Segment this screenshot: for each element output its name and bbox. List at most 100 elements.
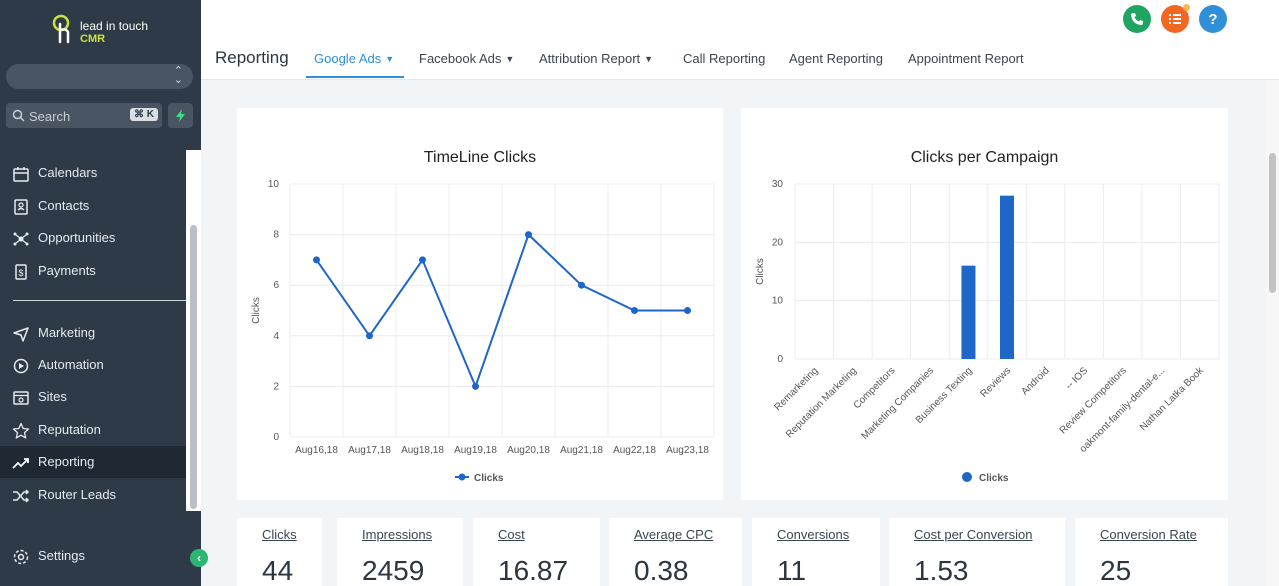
stat-value: 25 <box>1100 555 1132 586</box>
svg-text:$: $ <box>18 268 23 278</box>
trend-icon <box>12 458 29 469</box>
help-button[interactable]: ? <box>1199 5 1227 33</box>
sidebar-item-calendars[interactable]: Calendars <box>0 157 186 189</box>
gear-icon <box>13 549 29 565</box>
y-axis-label: Clicks <box>755 258 766 285</box>
data-point <box>419 256 426 264</box>
x-tick-label: Aug17,18 <box>348 445 391 456</box>
stat-label[interactable]: Cost <box>498 527 525 542</box>
sidebar-item-contacts[interactable]: Contacts <box>0 190 186 222</box>
stat-value: 44 <box>262 555 294 586</box>
search-input[interactable]: Search ⌘ K <box>6 103 162 128</box>
tab-label: Call Reporting <box>683 51 766 66</box>
sidebar-scrollbar[interactable] <box>190 225 197 509</box>
stat-label[interactable]: Conversion Rate <box>1100 527 1197 542</box>
stat-value: 16.87 <box>498 555 569 586</box>
phone-icon <box>1131 13 1143 25</box>
sidebar-item-reporting[interactable]: Reporting <box>0 446 186 478</box>
stat-label[interactable]: Cost per Conversion <box>914 527 1033 542</box>
search-placeholder: Search <box>29 109 71 124</box>
data-point <box>631 307 638 314</box>
y-tick-label: 20 <box>772 237 784 248</box>
y-tick-label: 0 <box>273 432 279 443</box>
sidebar-divider <box>13 300 186 301</box>
phone-button[interactable] <box>1123 5 1151 33</box>
stat-conversion-rate: Conversion Rate 25 <box>1075 518 1228 586</box>
data-point <box>684 307 691 314</box>
y-axis-label: Clicks <box>251 297 262 324</box>
stat-label[interactable]: Impressions <box>362 527 433 542</box>
sidebar-item-label: Calendars <box>38 165 98 180</box>
calendar-icon <box>13 167 29 182</box>
sidebar-item-label: Settings <box>38 548 85 563</box>
shuffle-icon <box>13 489 30 503</box>
tab-appointment-report[interactable]: Appointment Report <box>908 51 1024 66</box>
top-bar: ? Reporting Google Ads ▼ Facebook Ads ▼ At… <box>201 0 1279 80</box>
x-tick-label: Aug23,18 <box>666 445 709 456</box>
timeline-clicks-card: TimeLine Clicks 0 2 4 6 8 10 Aug16,18 Aug17,18 A… <box>237 108 723 500</box>
sidebar-item-reputation[interactable]: Reputation <box>0 414 186 446</box>
sidebar-item-router-leads[interactable]: Router Leads <box>0 479 186 511</box>
app-logo[interactable]: lead in touch CMR <box>52 12 162 48</box>
x-tick-label: Nathan Latka Book <box>1138 365 1207 434</box>
sidebar-item-label: Sites <box>38 389 67 404</box>
sidebar-item-settings[interactable]: Settings <box>0 540 186 572</box>
stat-value: 11 <box>777 555 807 586</box>
chart-title: TimeLine Clicks <box>423 149 537 166</box>
chevron-down-icon: ▼ <box>505 54 515 64</box>
sidebar-item-label: Contacts <box>38 198 90 213</box>
tab-call-reporting[interactable]: Call Reporting <box>683 51 765 66</box>
quick-actions-button[interactable] <box>168 103 193 128</box>
stat-conversions: Conversions 11 <box>752 518 880 586</box>
logo-subtext: CMR <box>80 33 106 45</box>
x-tick-label: Marketing Companies <box>859 365 936 442</box>
sidebar-item-label: Automation <box>38 357 104 372</box>
tab-attribution-report[interactable]: Attribution Report ▼ <box>539 51 653 66</box>
y-tick-label: 0 <box>777 354 783 365</box>
x-tick-label: Aug16,18 <box>295 445 338 456</box>
sidebar-item-automation[interactable]: Automation <box>0 349 186 381</box>
tab-google-ads[interactable]: Google Ads ▼ <box>314 51 394 66</box>
search-shortcut-badge: ⌘ K <box>130 108 158 121</box>
sidebar: lead in touch CMR ⌃ ⌄ Search ⌘ K Calendar… <box>0 0 208 586</box>
lightning-icon <box>176 109 185 122</box>
stat-label[interactable]: Conversions <box>777 527 850 542</box>
sidebar-item-opportunities[interactable]: Opportunities <box>0 222 186 254</box>
logo-text: lead in touch <box>80 19 149 33</box>
stat-label[interactable]: Clicks <box>262 527 297 542</box>
y-tick-label: 30 <box>772 179 784 190</box>
star-icon <box>12 422 30 439</box>
bar <box>1000 195 1014 359</box>
data-point <box>313 256 320 264</box>
location-switcher[interactable]: ⌃ ⌄ <box>6 64 193 89</box>
collapse-sidebar-button[interactable]: ‹ <box>190 549 208 567</box>
page-scrollbar[interactable] <box>1269 153 1276 293</box>
stat-clicks: Clicks 44 <box>237 518 322 586</box>
sidebar-item-sites[interactable]: Sites <box>0 381 186 413</box>
sidebar-item-payments[interactable]: $ Payments <box>0 255 186 287</box>
data-point <box>578 281 585 289</box>
x-tick-label: -- IOS <box>1064 365 1091 392</box>
automation-icon <box>13 358 29 374</box>
tasks-button[interactable] <box>1161 4 1190 33</box>
x-tick-label: Aug20,18 <box>507 445 550 456</box>
notification-dot <box>1183 4 1190 11</box>
x-tick-label: Aug22,18 <box>613 445 656 456</box>
tab-label: Attribution Report <box>539 51 641 66</box>
sidebar-item-marketing[interactable]: Marketing <box>0 317 186 349</box>
bar <box>961 265 976 359</box>
legend-marker <box>962 472 972 482</box>
tab-label: Google Ads <box>314 51 382 66</box>
tab-facebook-ads[interactable]: Facebook Ads ▼ <box>419 51 514 66</box>
x-tick-label: Aug21,18 <box>560 445 603 456</box>
data-point <box>366 332 373 340</box>
stat-label[interactable]: Average CPC <box>634 527 714 542</box>
x-tick-label: Reputation Marketing <box>784 365 859 440</box>
tab-agent-reporting[interactable]: Agent Reporting <box>789 51 883 66</box>
stat-value: 2459 <box>362 555 425 586</box>
sidebar-item-label: Opportunities <box>38 230 116 245</box>
data-point <box>472 382 479 390</box>
y-tick-label: 10 <box>268 179 280 190</box>
data-point <box>525 231 532 239</box>
